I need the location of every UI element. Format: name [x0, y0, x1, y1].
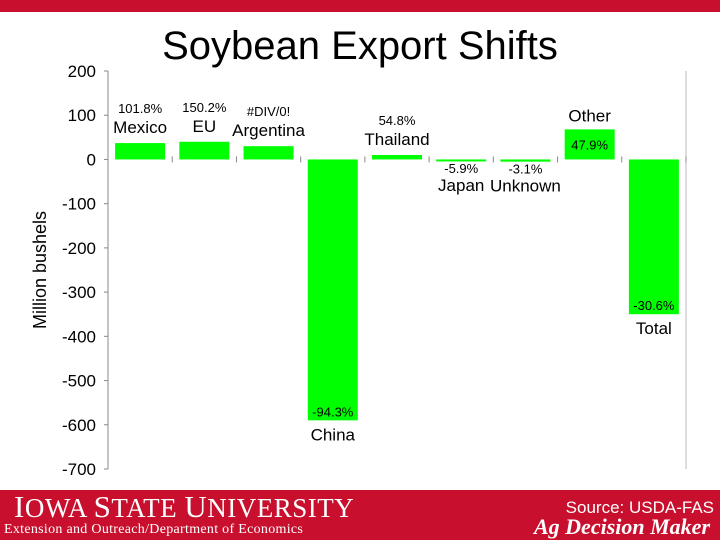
data-label: 101.8% [118, 101, 163, 116]
category-label: Japan [438, 176, 484, 195]
bars [115, 129, 679, 421]
page-title: Soybean Export Shifts [162, 24, 558, 68]
y-tick-label: -700 [62, 460, 96, 479]
top-accent-bar [0, 0, 720, 12]
y-tick-label: 100 [68, 106, 96, 125]
category-label: Other [568, 106, 611, 125]
y-tick-label: -400 [62, 327, 96, 346]
bar-china [307, 159, 358, 421]
data-label: 54.8% [379, 113, 416, 128]
source-note: Source: USDA-FAS [565, 498, 714, 517]
y-tick-label: -200 [62, 239, 96, 258]
y-tick-label: -500 [62, 372, 96, 391]
bar-thailand [372, 155, 422, 160]
bar-other [564, 129, 615, 160]
category-label: Thailand [364, 130, 429, 149]
bar-mexico [115, 143, 166, 160]
bar-eu [179, 141, 230, 160]
data-label: -30.6% [633, 298, 675, 313]
y-axis-title: Million bushels [30, 211, 50, 329]
category-label: China [311, 425, 356, 444]
y-tick-label: -600 [62, 416, 96, 435]
y-tick-label: -300 [62, 283, 96, 302]
bar-unknown [500, 159, 551, 162]
labels: Mexico 101.8% EU 150.2% Argentina #DIV/0! Chin… [113, 100, 675, 445]
y-axis: 200 100 0 -100 -200 -300 -400 -500 -600 -700 [62, 62, 687, 479]
data-label: -94.3% [312, 404, 354, 419]
extension-line: Extension and Outreach/Department of Eco… [4, 522, 304, 537]
y-tick-label: -100 [62, 195, 96, 214]
bar-argentina [243, 146, 294, 160]
y-tick-label: 0 [87, 150, 96, 169]
ag-decision-maker-logo: Ag Decision Maker [534, 514, 710, 539]
category-label: Mexico [113, 118, 167, 137]
data-label: -3.1% [508, 162, 542, 177]
category-label: Total [636, 319, 672, 338]
university-logo: IOWA STATE UNIVERSITY [14, 489, 355, 524]
data-label: -5.9% [444, 161, 478, 176]
bar-japan [436, 159, 487, 162]
data-label: #DIV/0! [247, 104, 290, 119]
data-label: 150.2% [182, 100, 227, 115]
category-label: Argentina [232, 121, 305, 140]
footer-bar: IOWA STATE UNIVERSITY Extension and Outr… [0, 490, 720, 540]
data-label: 47.9% [571, 137, 608, 152]
bar-chart: 200 100 0 -100 -200 -300 -400 -500 -600 -700 Mexi… [30, 62, 687, 479]
category-label: Unknown [490, 177, 561, 196]
y-tick-label: 200 [68, 62, 96, 81]
bar-total [628, 159, 679, 315]
category-label: EU [193, 117, 217, 136]
